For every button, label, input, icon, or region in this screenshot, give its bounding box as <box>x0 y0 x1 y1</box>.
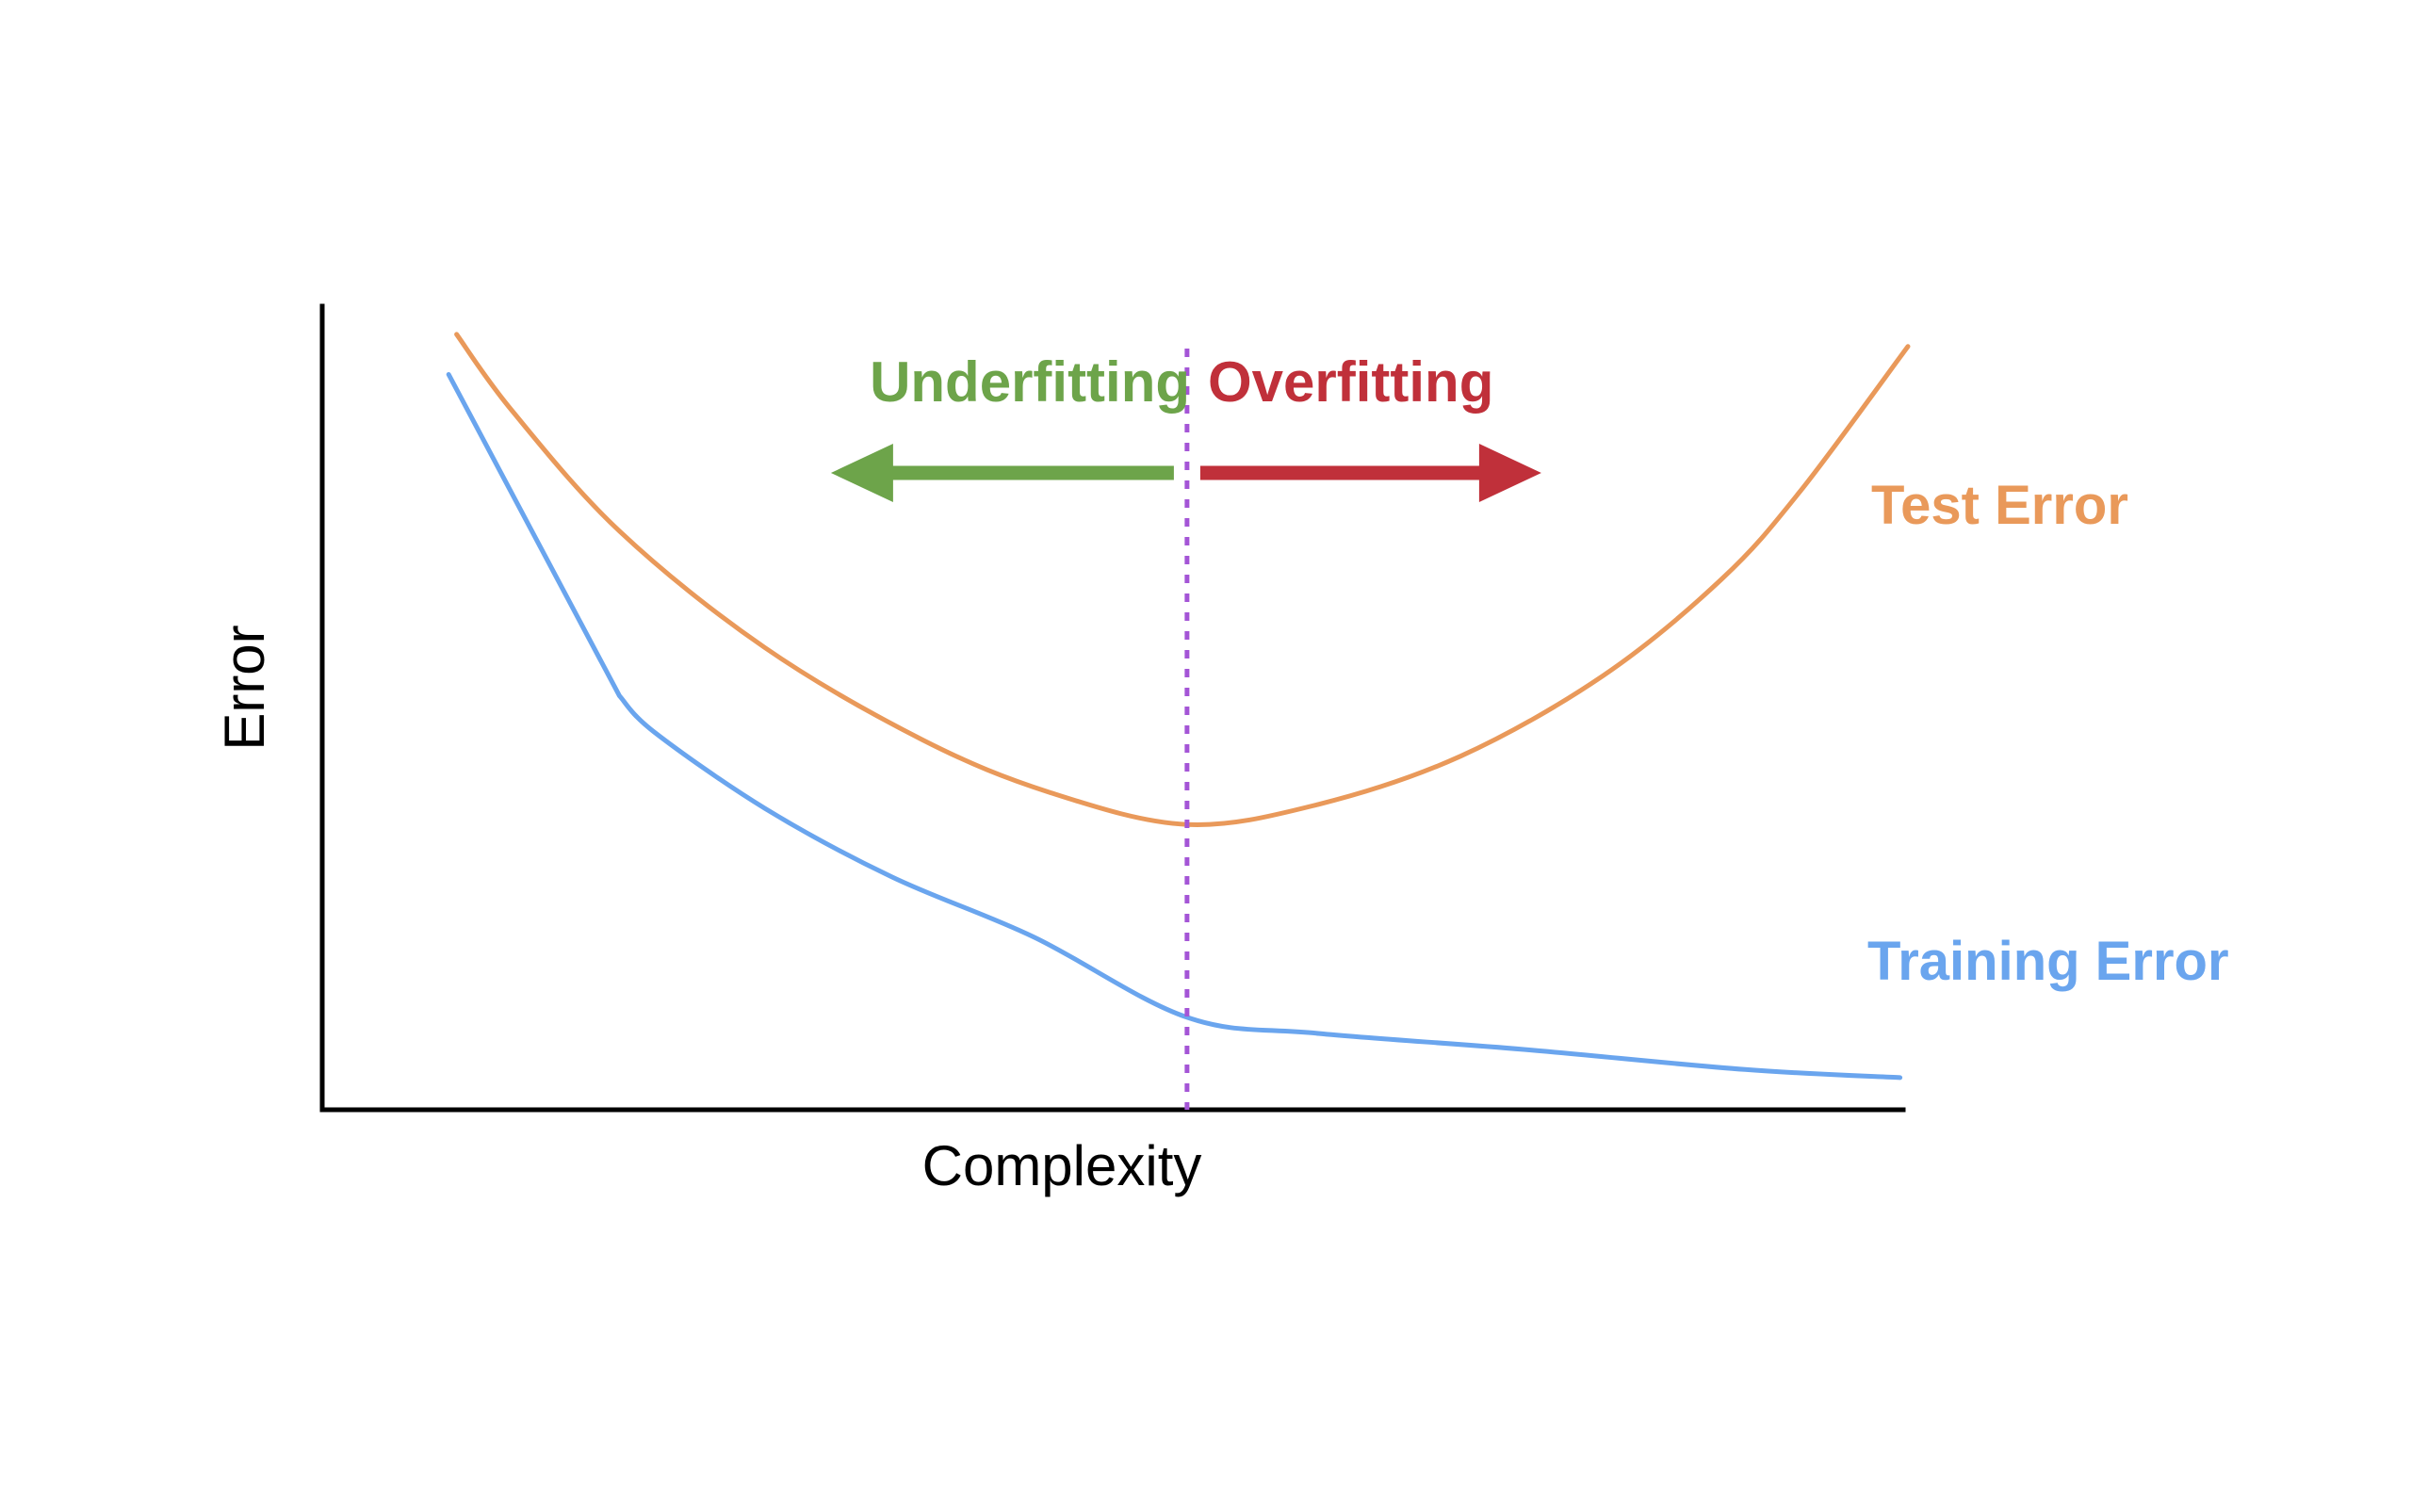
overfitting-label: Overfitting <box>1208 350 1493 414</box>
x-axis-label: Complexity <box>922 1134 1202 1197</box>
axes <box>319 303 1906 1113</box>
training-error-line <box>446 372 1903 1081</box>
training-error-legend-label: Training Error <box>1867 931 2229 992</box>
region-arrows <box>830 444 1541 502</box>
y-axis-label: Error <box>213 625 276 750</box>
overfitting-arrow <box>1199 444 1541 502</box>
underfitting-arrow <box>830 444 1174 502</box>
series-lines <box>446 332 1911 1081</box>
test-error-legend-label: Test Error <box>1871 475 2128 536</box>
underfitting-label: Underfitting <box>870 350 1190 414</box>
